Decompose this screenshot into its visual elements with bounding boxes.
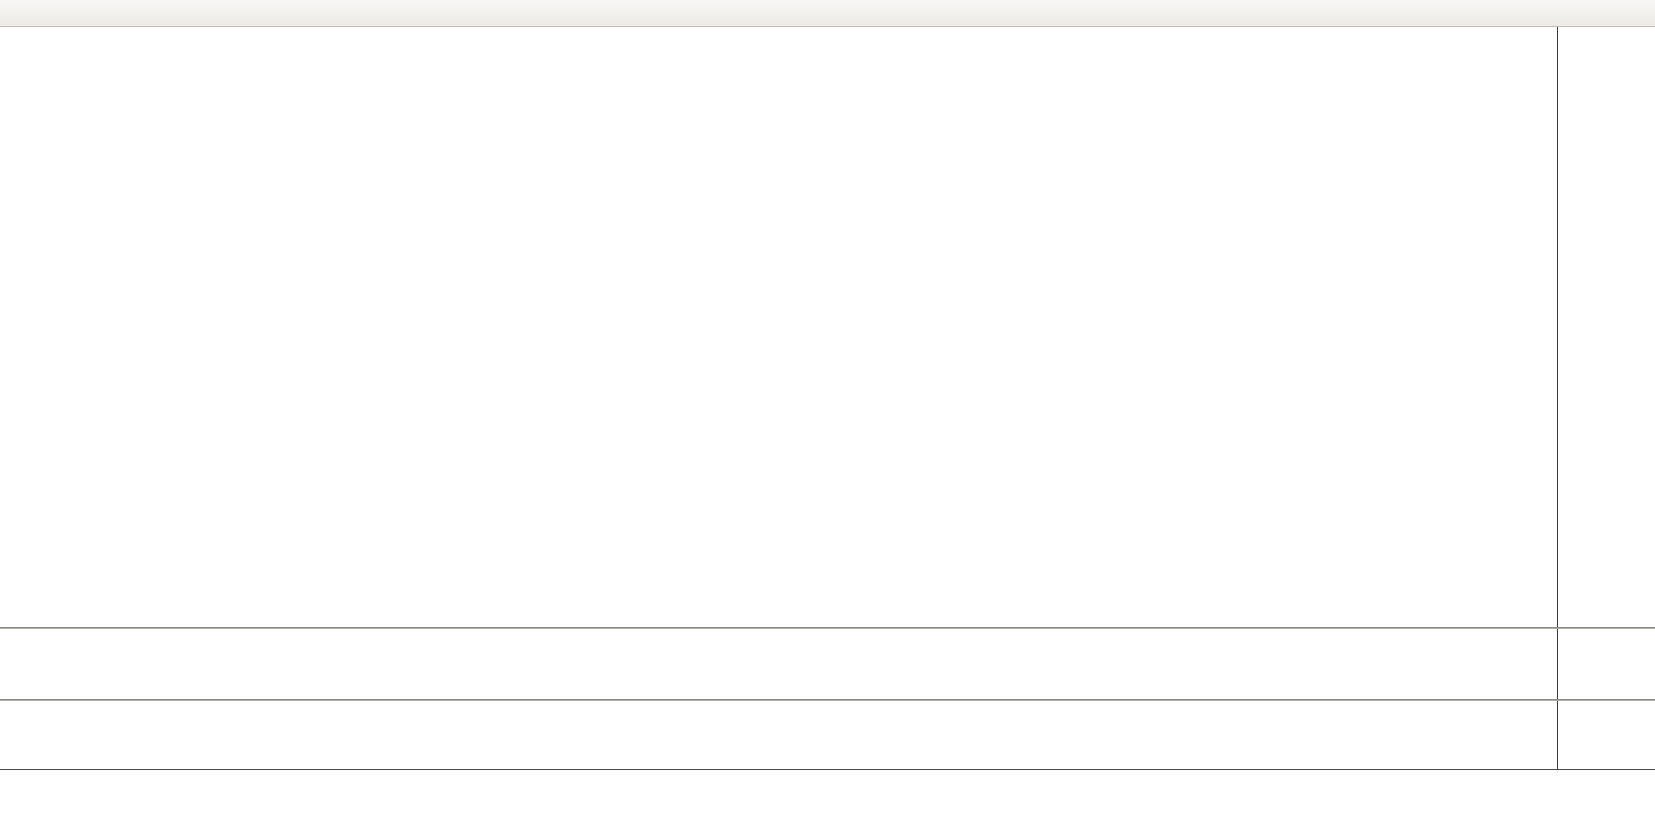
macd-axis — [1557, 629, 1655, 699]
macd-panel[interactable] — [0, 629, 1557, 699]
rsi-panel[interactable] — [0, 701, 1557, 769]
main-chart-canvas[interactable] — [0, 27, 1557, 627]
panel-splitter[interactable] — [0, 627, 1655, 629]
rsi-axis — [1557, 701, 1655, 769]
time-axis[interactable] — [0, 769, 1655, 794]
panel-splitter[interactable] — [0, 699, 1655, 701]
toolbar — [0, 0, 1655, 27]
price-axis[interactable] — [1557, 27, 1655, 627]
chart-window — [0, 27, 1655, 835]
